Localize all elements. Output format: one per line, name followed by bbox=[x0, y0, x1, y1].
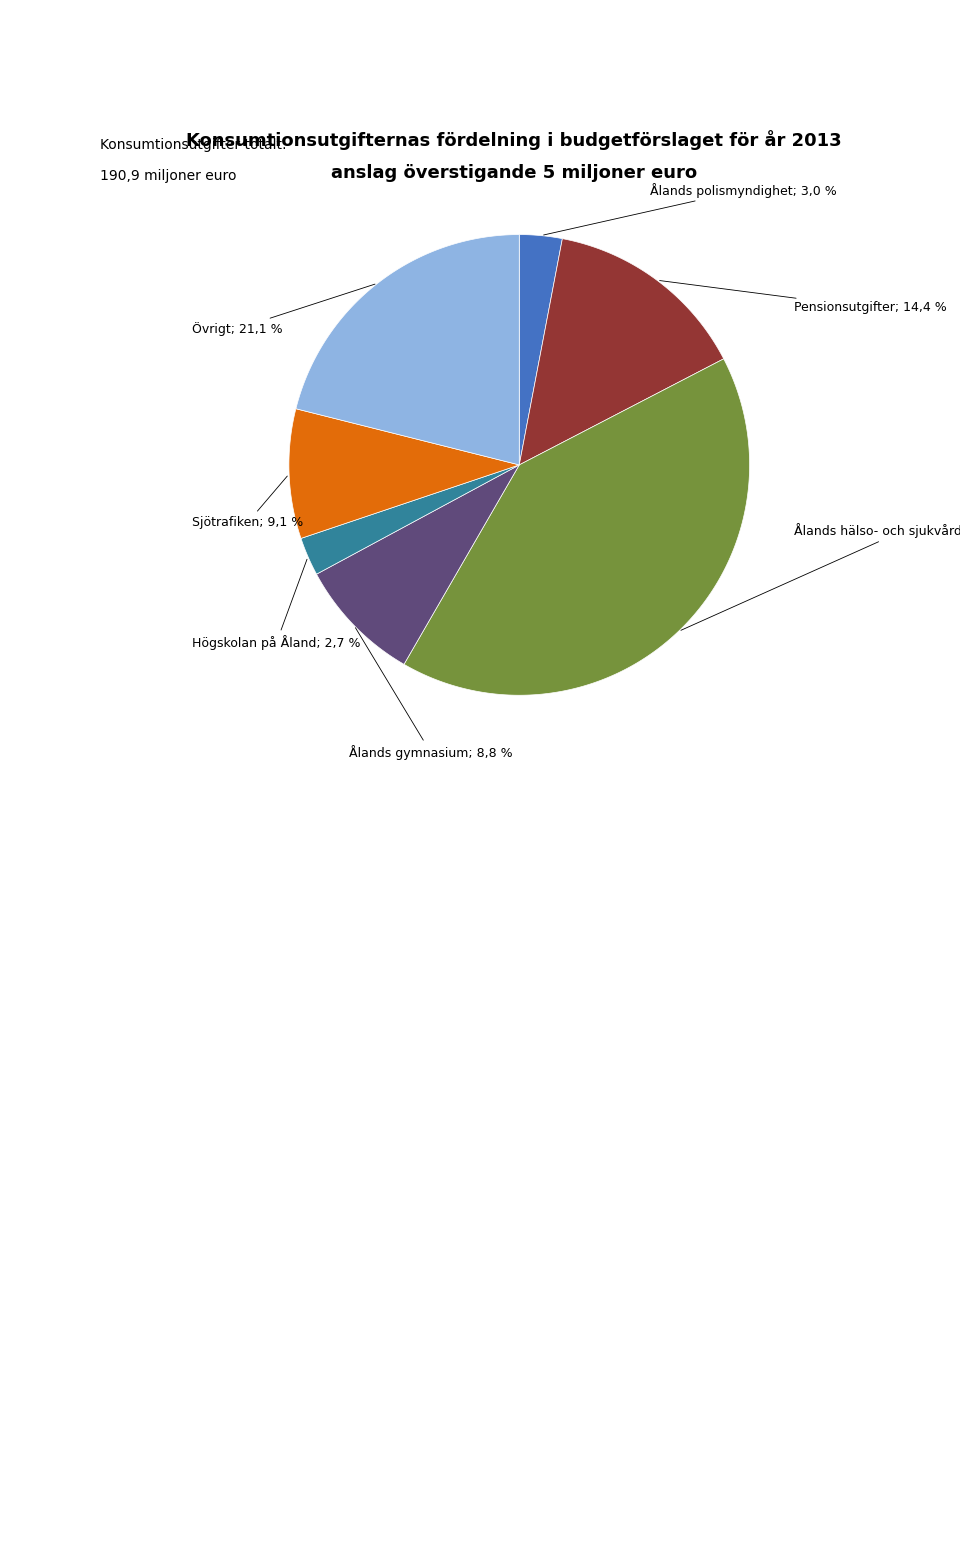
Text: Konsumtionsutgifter totalt:: Konsumtionsutgifter totalt: bbox=[101, 137, 287, 151]
Text: 190,9 miljoner euro: 190,9 miljoner euro bbox=[101, 170, 237, 184]
Text: Ålands hälso- och sjukvård; 41,0 %: Ålands hälso- och sjukvård; 41,0 % bbox=[681, 523, 960, 631]
Polygon shape bbox=[519, 238, 724, 464]
Polygon shape bbox=[296, 235, 519, 464]
Text: anslag överstigande 5 miljoner euro: anslag överstigande 5 miljoner euro bbox=[331, 164, 697, 182]
Text: Konsumtionsutgifternas fördelning i budgetförslaget för år 2013: Konsumtionsutgifternas fördelning i budg… bbox=[186, 129, 842, 150]
Polygon shape bbox=[519, 235, 563, 464]
Polygon shape bbox=[301, 464, 519, 575]
Polygon shape bbox=[289, 408, 519, 539]
Text: Ålands gymnasium; 8,8 %: Ålands gymnasium; 8,8 % bbox=[349, 628, 513, 760]
Text: Pensionsutgifter; 14,4 %: Pensionsutgifter; 14,4 % bbox=[660, 280, 947, 315]
Polygon shape bbox=[404, 358, 750, 695]
Text: Ålands polismyndighet; 3,0 %: Ålands polismyndighet; 3,0 % bbox=[543, 182, 837, 235]
Text: Övrigt; 21,1 %: Övrigt; 21,1 % bbox=[192, 284, 375, 337]
Text: Högskolan på Åland; 2,7 %: Högskolan på Åland; 2,7 % bbox=[192, 559, 361, 650]
Polygon shape bbox=[317, 464, 519, 664]
Text: Sjötrafiken; 9,1 %: Sjötrafiken; 9,1 % bbox=[192, 477, 303, 530]
